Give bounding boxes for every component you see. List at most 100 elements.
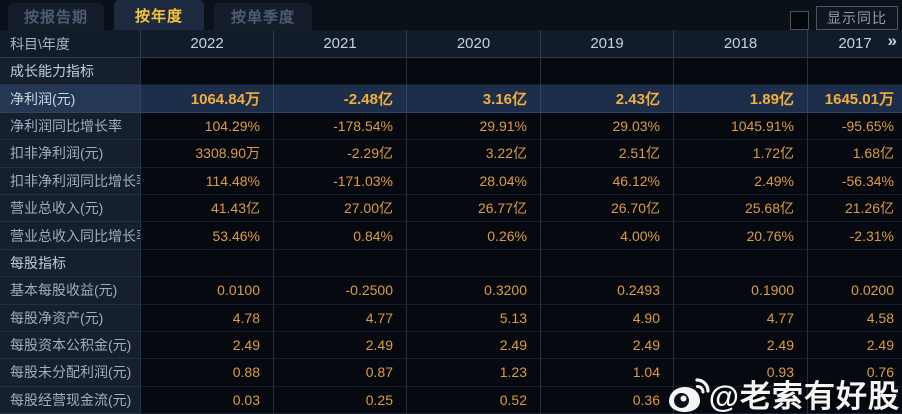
- year-header-2022[interactable]: 2022: [140, 30, 273, 57]
- cell-2021: -171.03%: [273, 167, 406, 195]
- cell-2019: 46.12%: [540, 167, 673, 195]
- cell-2017: 1.68亿: [807, 140, 902, 168]
- cell-2022: 104.29%: [140, 112, 273, 141]
- cell-2021: -2.29亿: [273, 140, 406, 168]
- year-header-2017[interactable]: 2017 »: [807, 30, 902, 57]
- cell-2022: 4.78: [140, 304, 273, 332]
- cell-2019: 1.04: [540, 359, 673, 387]
- cell-2022: 3308.90万: [140, 140, 273, 168]
- cell-2021: 2.49: [273, 331, 406, 360]
- row-label: 基本每股收益(元): [0, 277, 140, 305]
- cell-2021: 27.00亿: [273, 194, 406, 223]
- row-label: 营业总收入同比增长率: [0, 222, 140, 250]
- row-label: 净利润同比增长率: [0, 112, 140, 141]
- table-row: 成长能力指标: [0, 58, 902, 86]
- table-row: 每股经营现金流(元) 0.03 0.25 0.52 0.36: [0, 386, 902, 414]
- cell-2021: 0.87: [273, 359, 406, 387]
- cell-2021: -2.48亿: [273, 85, 406, 113]
- year-header-2021[interactable]: 2021: [273, 30, 406, 57]
- cell-2019: 26.70亿: [540, 194, 673, 223]
- cell-2021: [273, 58, 406, 86]
- row-label: 每股净资产(元): [0, 304, 140, 332]
- tab-by-year[interactable]: 按年度: [114, 0, 204, 30]
- cell-2018: 20.76%: [673, 222, 807, 250]
- cell-2019: 29.03%: [540, 112, 673, 141]
- year-header-2019[interactable]: 2019: [540, 30, 673, 57]
- cell-2018: [673, 249, 807, 278]
- table-row: 每股净资产(元) 4.78 4.77 5.13 4.90 4.77 4.58: [0, 304, 902, 332]
- tab-by-report-period[interactable]: 按报告期: [8, 3, 104, 30]
- table-row: 基本每股收益(元) 0.0100 -0.2500 0.3200 0.2493 0…: [0, 277, 902, 305]
- table-row: 净利润同比增长率 104.29% -178.54% 29.91% 29.03% …: [0, 112, 902, 141]
- table-row: 营业总收入同比增长率 53.46% 0.84% 0.26% 4.00% 20.7…: [0, 222, 902, 250]
- cell-2019: [540, 249, 673, 278]
- cell-2022: 0.88: [140, 359, 273, 387]
- table-row: 扣非净利润(元) 3308.90万 -2.29亿 3.22亿 2.51亿 1.7…: [0, 140, 902, 168]
- table-row: 每股未分配利润(元) 0.88 0.87 1.23 1.04 0.93 0.76: [0, 359, 902, 387]
- cell-2021: -0.2500: [273, 277, 406, 305]
- table-row: 营业总收入(元) 41.43亿 27.00亿 26.77亿 26.70亿 25.…: [0, 194, 902, 223]
- row-label: 扣非净利润(元): [0, 140, 140, 168]
- table-header-row: 科目\年度 2022 2021 2020 2019 2018 2017 »: [0, 30, 902, 58]
- row-label: 营业总收入(元): [0, 194, 140, 223]
- cell-2020: 2.49: [406, 331, 540, 360]
- cell-2021: -178.54%: [273, 112, 406, 141]
- cell-2020: 3.22亿: [406, 140, 540, 168]
- cell-2017: [807, 249, 902, 278]
- cell-2019: [540, 58, 673, 86]
- cell-2020: 28.04%: [406, 167, 540, 195]
- period-tabbar: 按报告期 按年度 按单季度 显示同比: [0, 0, 902, 30]
- row-label: 每股经营现金流(元): [0, 386, 140, 414]
- cell-2017: [807, 58, 902, 86]
- cell-2022: 41.43亿: [140, 194, 273, 223]
- cell-2021: 4.77: [273, 304, 406, 332]
- year-header-2020[interactable]: 2020: [406, 30, 540, 57]
- cell-2019: 4.00%: [540, 222, 673, 250]
- show-yoy-checkbox[interactable]: [790, 11, 809, 30]
- cell-2020: 0.26%: [406, 222, 540, 250]
- cell-2017: [807, 386, 902, 414]
- cell-2017: 0.0200: [807, 277, 902, 305]
- cell-2020: 3.16亿: [406, 85, 540, 113]
- cell-2018: 2.49: [673, 331, 807, 360]
- cell-2019: 2.49: [540, 331, 673, 360]
- cell-2018: 4.77: [673, 304, 807, 332]
- table-row: 每股指标: [0, 249, 902, 278]
- row-label: 成长能力指标: [0, 58, 140, 86]
- cell-2019: 2.43亿: [540, 85, 673, 113]
- cell-2018: 0.93: [673, 359, 807, 387]
- more-years-button[interactable]: »: [887, 31, 897, 50]
- row-label: 净利润(元): [0, 85, 140, 113]
- cell-2019: 4.90: [540, 304, 673, 332]
- cell-2018: 1.89亿: [673, 85, 807, 113]
- year-header-2018[interactable]: 2018: [673, 30, 807, 57]
- tab-by-single-quarter[interactable]: 按单季度: [214, 3, 312, 30]
- cell-2021: [273, 249, 406, 278]
- cell-2022: 53.46%: [140, 222, 273, 250]
- show-yoy-label[interactable]: 显示同比: [816, 6, 898, 30]
- cell-2020: 1.23: [406, 359, 540, 387]
- cell-2017: 4.58: [807, 304, 902, 332]
- cell-2019: 0.36: [540, 386, 673, 414]
- row-label: 每股资本公积金(元): [0, 331, 140, 360]
- annual-financial-table: 科目\年度 2022 2021 2020 2019 2018 2017 » 成长…: [0, 30, 902, 414]
- cell-2017: 2.49: [807, 331, 902, 360]
- cell-2018: 25.68亿: [673, 194, 807, 223]
- cell-2020: [406, 58, 540, 86]
- cell-2018: [673, 58, 807, 86]
- table-row: 每股资本公积金(元) 2.49 2.49 2.49 2.49 2.49 2.49: [0, 331, 902, 360]
- cell-2022: 1064.84万: [140, 85, 273, 113]
- cell-2020: 29.91%: [406, 112, 540, 141]
- row-label: 扣非净利润同比增长率: [0, 167, 140, 195]
- cell-2022: 0.03: [140, 386, 273, 414]
- cell-2017: -56.34%: [807, 167, 902, 195]
- row-label: 每股未分配利润(元): [0, 359, 140, 387]
- table-row: 净利润(元) 1064.84万 -2.48亿 3.16亿 2.43亿 1.89亿…: [0, 85, 902, 113]
- cell-2020: [406, 249, 540, 278]
- cell-2018: [673, 386, 807, 414]
- corner-header: 科目\年度: [10, 35, 70, 52]
- table-body: 成长能力指标 净利润(元) 1064.84万 -2.48亿 3.16亿 2.43…: [0, 58, 902, 414]
- year-header-2017-label: 2017: [838, 35, 872, 52]
- cell-2022: 2.49: [140, 331, 273, 360]
